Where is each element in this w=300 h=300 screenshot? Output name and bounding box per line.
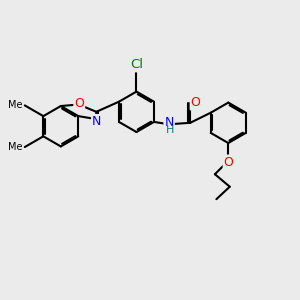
Text: Me: Me — [8, 100, 22, 110]
Text: O: O — [224, 155, 233, 169]
Text: Cl: Cl — [130, 58, 143, 71]
Text: N: N — [164, 116, 174, 129]
Text: N: N — [92, 115, 101, 128]
Text: Me: Me — [8, 142, 22, 152]
Text: O: O — [74, 97, 84, 110]
Text: H: H — [166, 124, 175, 135]
Text: O: O — [190, 96, 200, 110]
